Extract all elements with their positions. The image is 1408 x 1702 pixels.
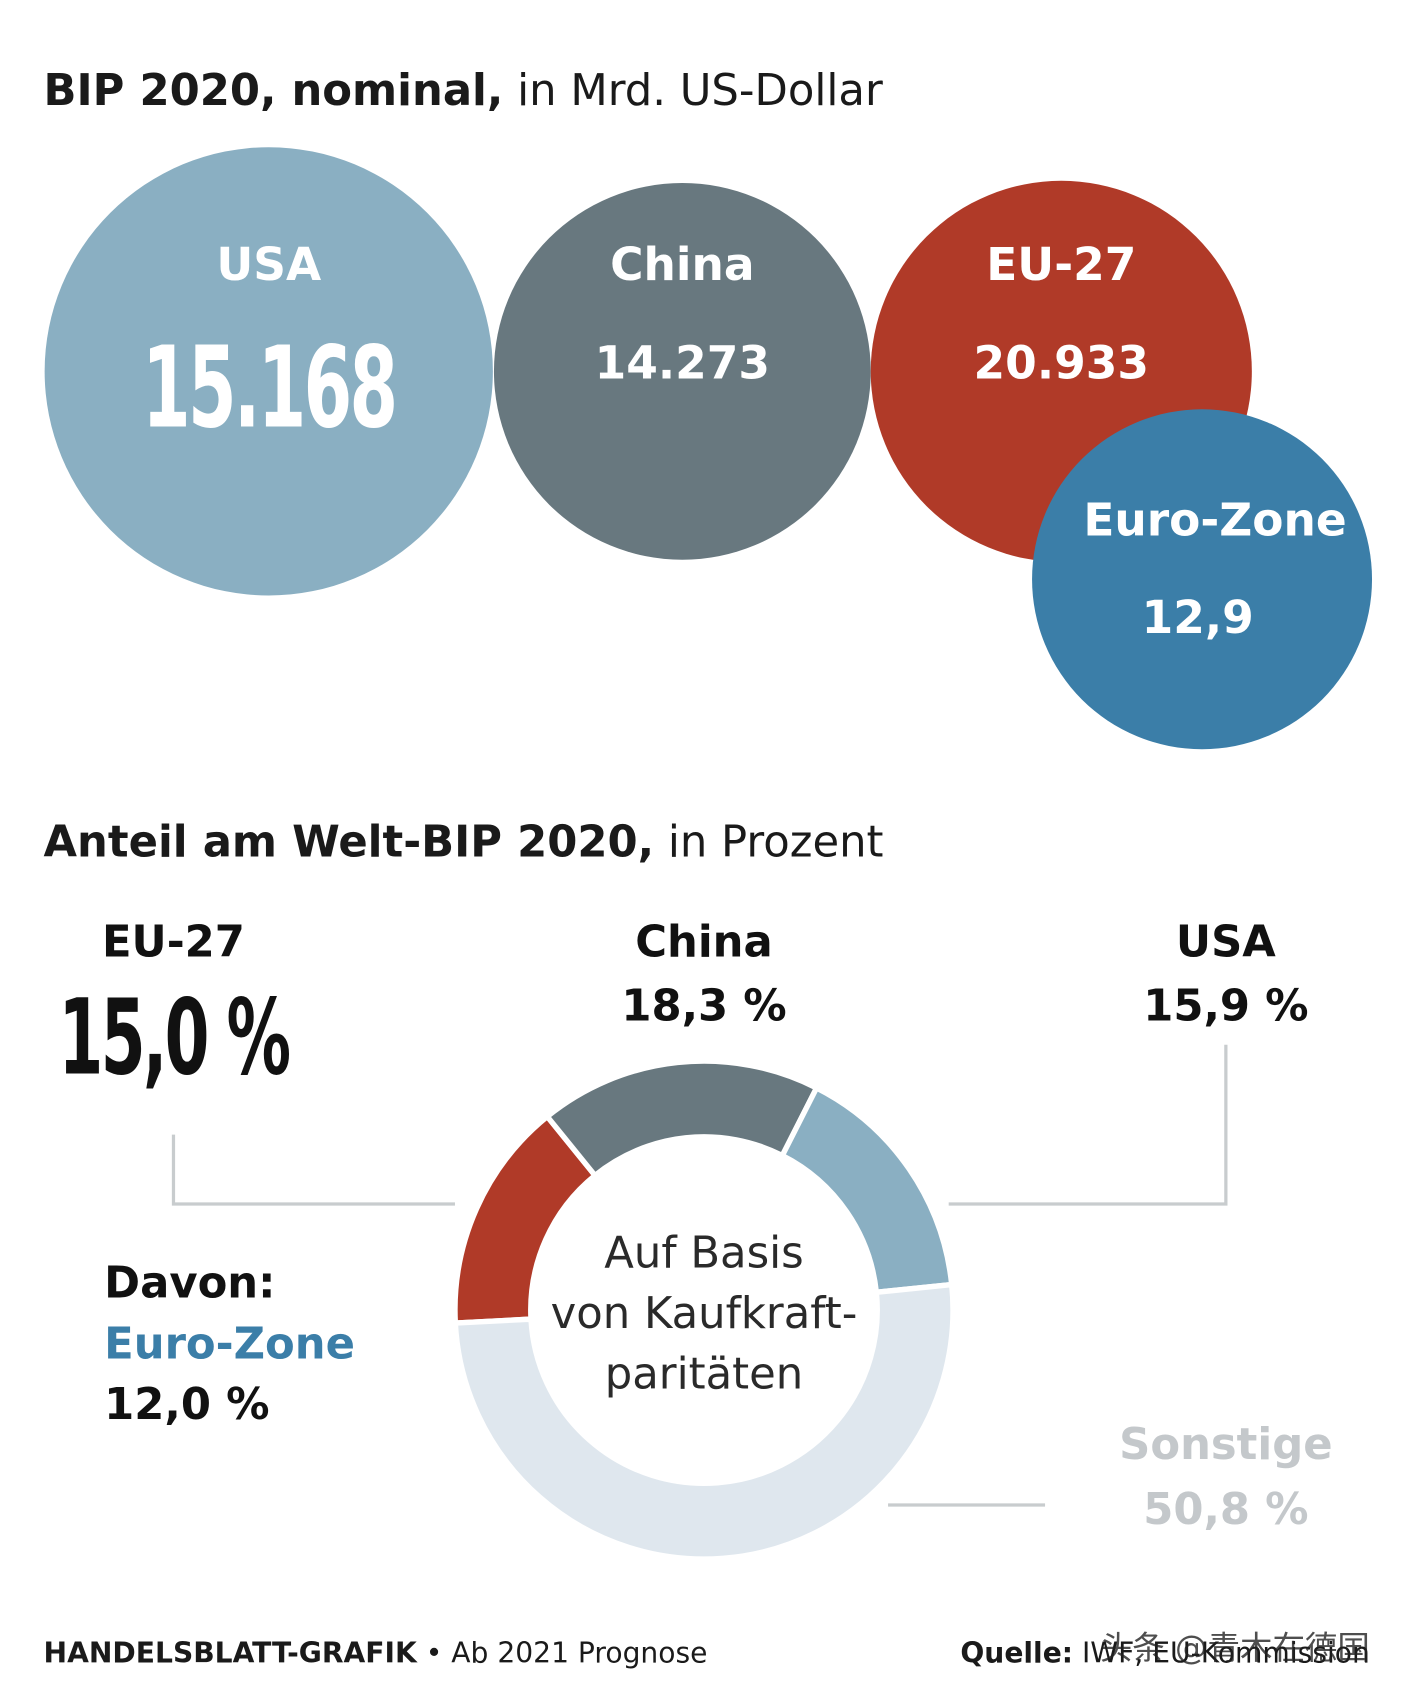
segment-label: USA — [1176, 918, 1276, 968]
chart-title: BIP 2020, nominal, in Mrd. US-Dollar — [44, 66, 883, 116]
annotation-label: Davon: — [104, 1259, 275, 1309]
center-text: von Kaufkraft- — [551, 1289, 858, 1339]
subtitle: in Mrd. US-Dollar — [517, 66, 883, 116]
title: BIP 2020, nominal, — [44, 66, 504, 116]
bubble-label: China — [610, 238, 754, 291]
segment-value: 15,9 % — [1143, 982, 1308, 1032]
bubble — [44, 147, 493, 596]
segment-value: 50,8 % — [1143, 1485, 1308, 1535]
chart-title: Anteil am Welt-BIP 2020, in Prozent — [44, 817, 884, 867]
annotation-value: 12,0 % — [104, 1380, 269, 1430]
center-text: paritäten — [605, 1350, 803, 1400]
bubble-value: 14.273 — [595, 336, 770, 389]
bubble-label: USA — [216, 238, 321, 291]
title: Anteil am Welt-BIP 2020, — [44, 817, 655, 867]
source: Quelle: IWF, EU-Kommission — [960, 1636, 1369, 1669]
source-text: IWF, EU-Kommission — [1082, 1636, 1370, 1669]
brand: HANDELSBLATT-GRAFIK — [44, 1636, 418, 1669]
note: • Ab 2021 Prognose — [426, 1636, 708, 1669]
donut-segment — [543, 1058, 821, 1180]
segment-label: Sonstige — [1119, 1420, 1332, 1470]
segment-value: 18,3 % — [621, 982, 786, 1032]
bubble-value: 12,9 — [1142, 591, 1254, 644]
bubble-label: Euro-Zone — [1083, 493, 1346, 546]
leader-line — [171, 1134, 455, 1206]
segment-label: EU-27 — [102, 918, 245, 968]
annotation-name: Euro-Zone — [104, 1319, 355, 1369]
bubble — [1032, 409, 1373, 750]
segment-value: 15,0 % — [59, 979, 290, 1099]
footer: HANDELSBLATT-GRAFIK • Ab 2021 Prognose — [44, 1636, 708, 1669]
bubble-value: 15.168 — [142, 323, 395, 454]
bubble — [493, 182, 871, 560]
donut-segment — [778, 1084, 955, 1296]
bubble-label: EU-27 — [986, 238, 1136, 291]
watermark: 头条 @青木在德国 — [1100, 1629, 1370, 1667]
center-text: Auf Basis — [604, 1228, 803, 1278]
leader-line — [948, 1044, 1228, 1206]
source-label: Quelle: — [960, 1636, 1073, 1669]
subtitle: in Prozent — [668, 817, 884, 867]
bubble-value: 20.933 — [974, 336, 1149, 389]
segment-label: China — [635, 918, 772, 968]
donut-segment — [452, 1281, 956, 1562]
